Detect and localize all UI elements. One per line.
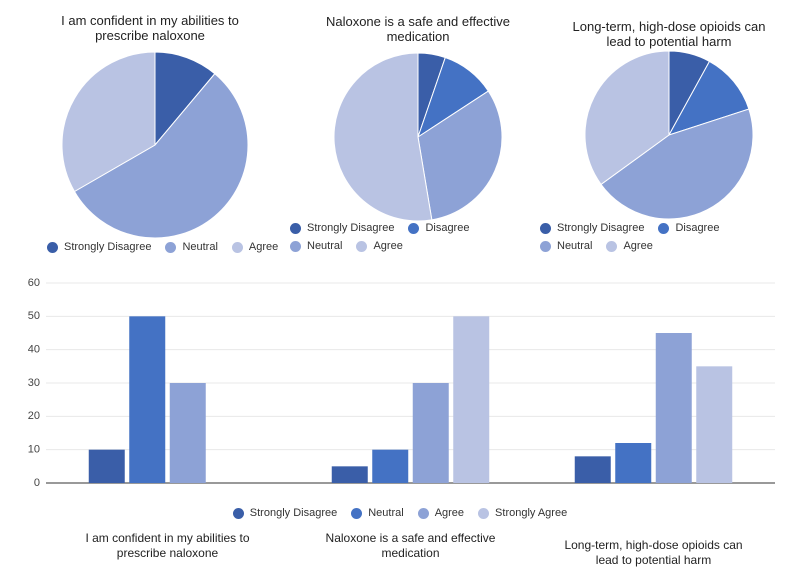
legend-item: Strongly Agree <box>478 506 567 520</box>
legend-item: Strongly Disagree <box>232 506 338 520</box>
bar <box>169 383 206 483</box>
legend-swatch <box>232 507 244 519</box>
x-tick-label: Naloxone is a safe and effective medicat… <box>325 531 496 560</box>
legend-item: Agree <box>606 239 653 253</box>
legend-swatch <box>606 240 618 252</box>
legend-item: Agree <box>231 240 279 254</box>
legend-label: Agree <box>248 241 279 253</box>
legend-label: Strongly Disagree <box>64 241 152 253</box>
y-tick-label: 40 <box>28 344 40 356</box>
legend-label: Neutral <box>368 507 404 519</box>
bar <box>129 316 166 483</box>
pie-slice <box>61 51 156 193</box>
legend-label: Disagree <box>675 222 720 234</box>
legend-item: Neutral <box>351 506 404 520</box>
bar <box>655 333 692 483</box>
pie-slice <box>584 50 670 186</box>
legend: Strongly Disagree Neutral Agree <box>47 240 307 254</box>
legend-swatch <box>290 240 301 252</box>
legend-item: Neutral <box>165 240 218 254</box>
pie-slice <box>667 60 750 136</box>
y-tick-label: 10 <box>28 444 40 456</box>
bar <box>372 449 409 483</box>
legend-item: Disagree <box>658 221 719 235</box>
y-tick-label: 30 <box>28 377 40 389</box>
chart-title: I am confident in my abilities to prescr… <box>61 13 239 43</box>
legend-item: Strongly Disagree <box>540 221 644 235</box>
y-tick-label: 60 <box>28 277 40 289</box>
pie-slice <box>600 108 754 220</box>
x-tick-label: I am confident in my abilities to prescr… <box>85 531 250 560</box>
legend-label: Strongly Disagree <box>249 507 338 519</box>
legend-item: Disagree <box>408 221 469 235</box>
legend-label: Strongly Agree <box>495 507 568 519</box>
bar <box>412 383 449 483</box>
y-tick-label: 50 <box>28 310 40 322</box>
legend-label: Agree <box>434 507 465 519</box>
legend-item: Strongly Disagree <box>47 240 151 254</box>
bar <box>574 456 611 483</box>
legend-swatch <box>478 507 490 519</box>
pie-slice <box>154 51 216 147</box>
legend-label: Neutral <box>182 241 218 253</box>
legend: Strongly Disagree Disagree Neutral Agree <box>290 221 530 253</box>
chart-title: Naloxone is a safe and effective medicat… <box>325 14 511 44</box>
legend-item: Neutral <box>290 239 342 253</box>
y-tick-label: 20 <box>28 410 40 422</box>
legend-swatch <box>417 507 429 519</box>
pie-slice <box>333 52 433 222</box>
legend-label: Disagree <box>425 222 470 234</box>
legend-label: Agree <box>623 240 653 252</box>
bar <box>615 443 652 483</box>
chart-title: Long-term, high-dose opioids can lead to… <box>572 19 766 49</box>
legend-swatch <box>47 241 58 253</box>
legend-swatch <box>356 240 368 252</box>
pie-slice <box>73 73 249 239</box>
bar <box>696 366 733 483</box>
legend-label: Strongly Disagree <box>557 222 645 234</box>
legend-swatch <box>165 241 177 253</box>
legend: Strongly Disagree Neutral Agree Strongly Ag… <box>0 506 800 520</box>
legend-label: Strongly Disagree <box>307 222 395 234</box>
legend-swatch <box>351 507 363 519</box>
x-tick-label: Long-term, high-dose opioids can lead to… <box>564 538 743 567</box>
legend-item: Strongly Disagree <box>290 221 394 235</box>
legend-item: Agree <box>417 506 465 520</box>
y-tick-label: 0 <box>34 477 40 489</box>
legend-item: Agree <box>356 239 403 253</box>
legend-swatch <box>290 222 301 234</box>
legend-item: Neutral <box>540 239 592 253</box>
legend-swatch <box>540 240 551 252</box>
legend-swatch <box>540 222 551 234</box>
bar <box>88 449 125 483</box>
pie-slice <box>417 90 503 221</box>
legend: Strongly Disagree Disagree Neutral Agree <box>540 221 780 253</box>
legend-swatch <box>231 241 243 253</box>
legend-label: Agree <box>373 240 403 252</box>
bar <box>453 316 490 483</box>
bar <box>331 466 368 483</box>
legend-swatch <box>408 222 420 234</box>
legend-label: Neutral <box>557 240 593 252</box>
legend-swatch <box>658 222 670 234</box>
legend-label: Neutral <box>307 240 343 252</box>
